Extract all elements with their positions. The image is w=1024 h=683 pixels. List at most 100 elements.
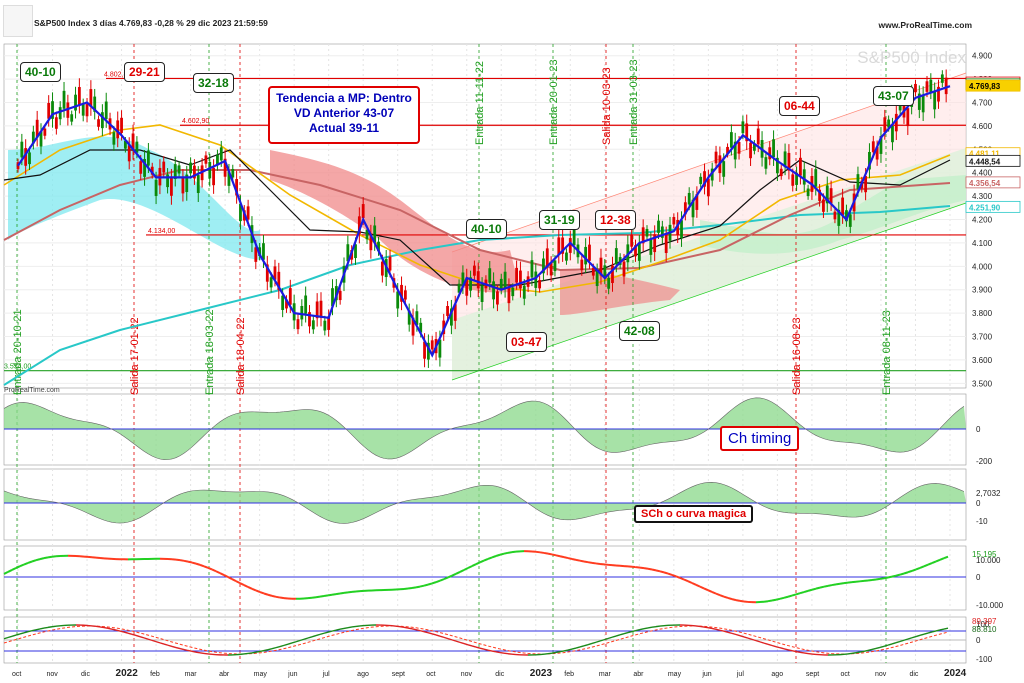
price-body	[461, 272, 465, 287]
panel4-seg	[571, 647, 577, 650]
price-body	[273, 266, 277, 280]
panel3-seg	[875, 577, 881, 581]
price-body	[407, 310, 411, 325]
panel3-seg	[211, 568, 217, 573]
price-body	[825, 185, 829, 204]
panel4-seg	[311, 634, 317, 638]
panel3-seg	[895, 573, 901, 577]
price-body	[791, 174, 795, 186]
price-body	[703, 171, 706, 187]
price-body	[507, 286, 511, 304]
x-tick-19: may	[668, 671, 682, 678]
ch-timing-curve	[3, 397, 965, 460]
panel3-seg	[235, 580, 241, 584]
panel3-seg	[647, 567, 653, 571]
panel0-tick-1: -200	[976, 457, 993, 466]
price-body	[239, 203, 242, 222]
price-body	[403, 290, 407, 300]
panel4-seg	[779, 647, 785, 650]
panel4-seg	[619, 633, 625, 636]
price-body	[588, 244, 591, 261]
panel4-seg	[399, 625, 405, 629]
panel3-seg	[671, 573, 677, 578]
x-tick-11: sept	[392, 671, 405, 678]
candlestick-icon[interactable]	[3, 5, 33, 37]
panel3-seg	[247, 586, 253, 590]
signal-label-9: Entrada 08-11-23	[881, 310, 893, 395]
price-tick-14: 3.500	[972, 379, 993, 388]
panel3-seg	[439, 578, 445, 582]
panel3-seg	[223, 574, 229, 578]
panel3-seg	[795, 592, 801, 596]
price-body	[584, 246, 588, 265]
price-body	[511, 287, 515, 297]
panel3-seg	[271, 594, 277, 598]
panel4-seg	[479, 647, 485, 650]
signal-label-7: Entrada 31-03-23	[628, 59, 640, 145]
price-body	[522, 285, 526, 299]
price-body	[304, 295, 308, 314]
panel4-seg	[743, 636, 749, 639]
price-body	[319, 300, 323, 318]
x-tick-0: oct	[12, 671, 21, 678]
panel4-seg	[11, 634, 17, 637]
panel3-seg	[311, 596, 317, 599]
panel3-seg	[419, 584, 425, 588]
price-body	[135, 141, 139, 153]
panel4-seg	[499, 651, 505, 654]
panel4-seg	[107, 627, 113, 630]
panel3-seg	[807, 588, 813, 592]
panel3-seg	[243, 584, 249, 588]
panel4-seg	[39, 627, 45, 630]
price-body	[499, 278, 503, 290]
panel3-seg	[491, 555, 497, 559]
price-body	[921, 94, 925, 113]
panel3-seg	[203, 565, 209, 569]
site-url[interactable]: www.ProRealTime.com	[878, 20, 972, 30]
x-tick-10: ago	[357, 671, 369, 678]
panel4-seg	[179, 647, 185, 651]
panel3-seg	[443, 576, 449, 581]
price-body	[565, 252, 568, 261]
panel3-seg	[723, 595, 729, 599]
price-body	[81, 104, 85, 116]
price-body	[235, 179, 239, 196]
ch-timing-label: Ch timing	[720, 426, 800, 451]
price-tick-3: 4.600	[972, 122, 993, 131]
panel3-seg	[3, 571, 9, 575]
panel4-seg	[715, 628, 721, 631]
panel3-seg	[327, 593, 333, 597]
panel3-seg	[935, 558, 941, 563]
panel4-seg	[803, 652, 809, 655]
price-body	[925, 81, 929, 92]
panel3-seg	[887, 575, 893, 579]
panel4-seg	[859, 650, 865, 653]
panel4-seg	[303, 637, 309, 640]
panel3-seg	[639, 566, 645, 570]
panel3-seg	[23, 562, 29, 566]
price-body	[212, 167, 216, 186]
price-body	[752, 143, 756, 151]
panel3-seg	[563, 556, 569, 560]
panel4-seg	[763, 642, 769, 645]
price-body	[123, 140, 127, 149]
price-body	[515, 267, 519, 283]
price-body	[388, 256, 392, 271]
panel3-seg	[407, 587, 413, 590]
price-body	[31, 131, 35, 144]
panel4-seg	[175, 646, 181, 650]
price-body	[749, 142, 752, 159]
panel4-value-b: 88.810	[972, 625, 997, 634]
price-tick-2: 4.700	[972, 99, 993, 108]
x-tick-12: oct	[426, 671, 435, 678]
panel4-seg	[767, 643, 773, 647]
signal-label-8: Salida 16-08-23	[791, 317, 803, 395]
panel4-seg	[467, 644, 473, 647]
box-40-10-a: 40-10	[20, 62, 61, 82]
panel4-seg	[907, 637, 913, 640]
panel4-seg	[755, 639, 761, 643]
panel3-seg	[879, 577, 885, 580]
panel4-seg	[271, 646, 277, 650]
price-body	[557, 237, 561, 255]
panel4-seg	[607, 636, 613, 640]
